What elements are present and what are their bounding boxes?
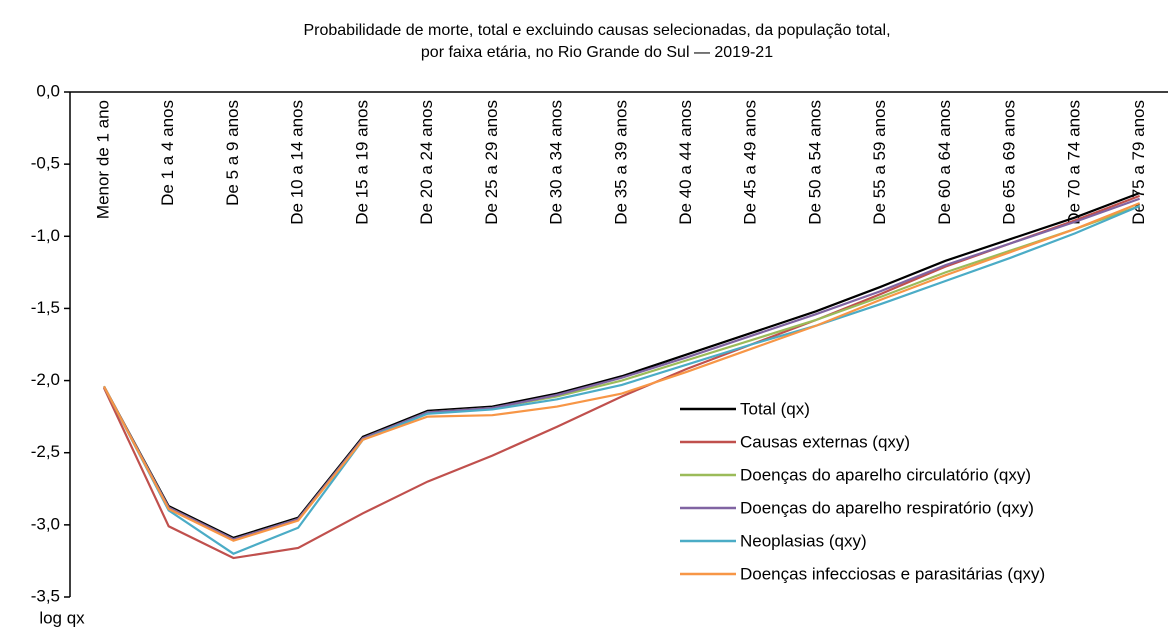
x-tick-label: De 30 a 34 anos: [547, 100, 566, 225]
x-tick-label: Menor de 1 ano: [93, 100, 112, 219]
y-tick-label: -3,5: [31, 586, 60, 605]
legend-label: Neoplasias (qxy): [740, 531, 867, 550]
legend-label: Total (qx): [740, 399, 810, 418]
x-tick-label: De 20 a 24 anos: [417, 100, 436, 225]
series-line: [102, 191, 1141, 540]
x-tick-label: De 1 a 4 anos: [158, 100, 177, 206]
x-tick-label: De 75 a 79 anos: [1129, 100, 1148, 225]
x-tick-label: De 10 a 14 anos: [288, 100, 307, 225]
x-tick-label: De 25 a 29 anos: [482, 100, 501, 225]
legend-label: Doenças do aparelho circulatório (qxy): [740, 465, 1031, 484]
y-tick-label: -0,5: [31, 154, 60, 173]
series-line: [102, 204, 1141, 555]
series-line: [102, 204, 1141, 541]
legend-label: Causas externas (qxy): [740, 432, 910, 451]
y-tick-label: 0,0: [36, 81, 60, 100]
x-tick-label: De 45 a 49 anos: [741, 100, 760, 225]
series-line: [102, 197, 1141, 541]
y-tick-label: -2,5: [31, 442, 60, 461]
x-tick-label: De 15 a 19 anos: [352, 100, 371, 225]
y-tick-label: -1,5: [31, 298, 60, 317]
x-tick-label: De 65 a 69 anos: [1000, 100, 1019, 225]
legend-label: Doenças infecciosas e parasitárias (qxy): [740, 564, 1045, 583]
y-tick-label: -3,0: [31, 514, 60, 533]
y-tick-label: -1,0: [31, 226, 60, 245]
x-tick-label: De 35 a 39 anos: [611, 100, 630, 225]
y-axis-label: log qx: [39, 608, 85, 627]
x-tick-label: De 40 a 44 anos: [676, 100, 695, 225]
chart-title: por faixa etária, no Rio Grande do Sul —…: [421, 44, 773, 61]
legend-label: Doenças do aparelho respiratório (qxy): [740, 498, 1034, 517]
series-line: [102, 202, 1141, 542]
x-tick-label: De 70 a 74 anos: [1064, 100, 1083, 225]
x-tick-label: De 60 a 64 anos: [935, 100, 954, 225]
x-tick-label: De 55 a 59 anos: [870, 100, 889, 225]
chart-title: Probabilidade de morte, total e excluind…: [303, 22, 890, 39]
x-tick-label: De 5 a 9 anos: [223, 100, 242, 206]
y-tick-label: -2,0: [31, 370, 60, 389]
x-tick-label: De 50 a 54 anos: [805, 100, 824, 225]
